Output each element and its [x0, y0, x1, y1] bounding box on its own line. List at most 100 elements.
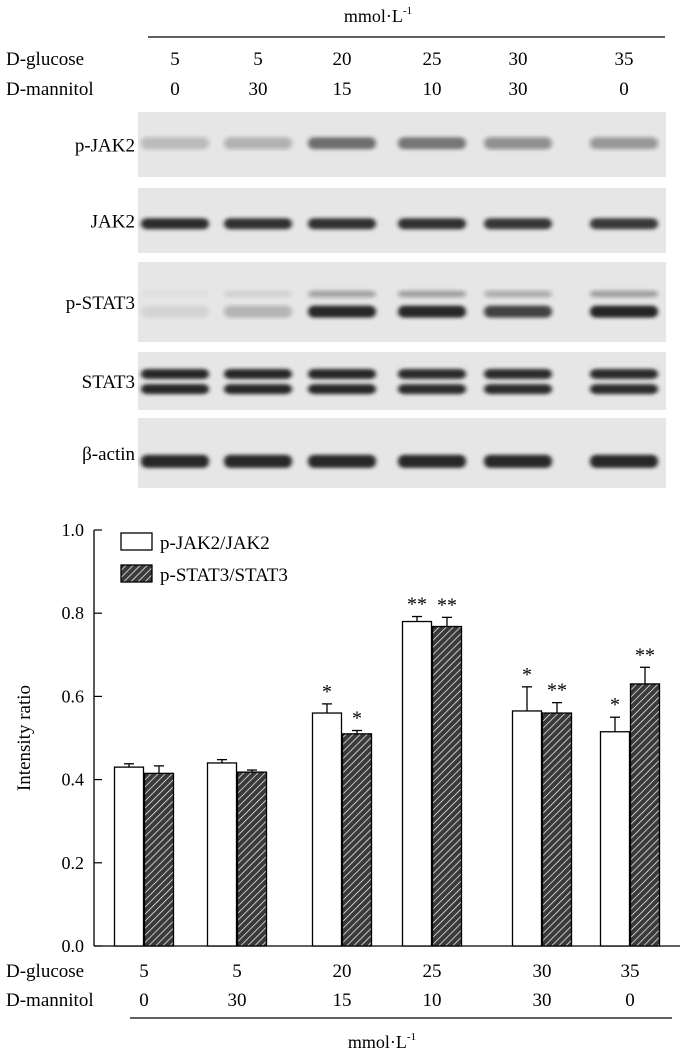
blot-band	[141, 369, 209, 380]
y-tick-label: 0.8	[62, 603, 85, 623]
blot-band	[484, 137, 552, 150]
blot-band	[398, 218, 466, 230]
blot-band	[224, 369, 292, 380]
bar	[599, 731, 631, 947]
category-mannitol-label: 0	[625, 990, 635, 1011]
blot-band	[590, 454, 658, 468]
blot-band	[484, 218, 552, 230]
significance-marker: *	[352, 708, 362, 730]
blot-band	[484, 384, 552, 395]
unit-superscript: -1	[407, 1031, 416, 1043]
bar	[311, 712, 343, 947]
significance-marker: **	[407, 594, 427, 616]
blot-band	[224, 384, 292, 395]
y-tick-label: 0.6	[62, 686, 85, 706]
lane-glucose-value: 5	[170, 49, 180, 70]
significance-marker: **	[547, 680, 567, 702]
category-glucose-label: 25	[423, 961, 442, 982]
category-mannitol-label: 30	[533, 990, 552, 1011]
blot-band	[398, 305, 466, 318]
legend-label: p-STAT3/STAT3	[160, 565, 288, 586]
unit-main: mmol·L	[344, 6, 403, 26]
blot-membrane	[138, 262, 666, 342]
blot-band	[141, 218, 209, 230]
blot-band	[590, 218, 658, 230]
category-mannitol-label: 15	[333, 990, 352, 1011]
blot-band	[141, 137, 209, 150]
blot-band	[484, 290, 552, 298]
blot-band	[308, 384, 376, 395]
bar	[629, 683, 661, 947]
lane-glucose-value: 35	[615, 49, 634, 70]
significance-marker: **	[437, 594, 457, 616]
bar	[511, 710, 543, 947]
blot-band	[224, 454, 292, 468]
category-mannitol-label: 30	[228, 990, 247, 1011]
blot-band	[398, 384, 466, 395]
y-tick-label: 0.2	[62, 853, 85, 873]
category-glucose-label: 35	[621, 961, 640, 982]
western-blot: mmol·L-1 D-glucose D-mannitol 5 0 5 30 20 15 25 10…	[6, 5, 666, 488]
row-label-mannitol: D-mannitol	[6, 990, 94, 1011]
lane-mannitol-value: 30	[509, 79, 528, 100]
blot-band	[224, 305, 292, 318]
blot-band	[484, 454, 552, 468]
legend-swatch	[120, 564, 153, 583]
category-mannitol-label: 0	[139, 990, 149, 1011]
blot-band	[308, 454, 376, 468]
blot-band	[590, 290, 658, 298]
legend-label: p-JAK2/JAK2	[160, 533, 270, 554]
legend-swatch	[120, 532, 153, 551]
lane-glucose-value: 25	[423, 49, 442, 70]
bar	[341, 733, 373, 947]
blot-band	[308, 137, 376, 150]
row-label-mannitol: D-mannitol	[6, 79, 94, 100]
category-mannitol-label: 10	[423, 990, 442, 1011]
bar	[143, 772, 175, 947]
category-glucose-label: 30	[533, 961, 552, 982]
blot-band	[484, 369, 552, 380]
blot-panel-label: p-STAT3	[66, 293, 135, 314]
row-label-glucose: D-glucose	[6, 49, 84, 70]
blot-panel-label: STAT3	[82, 372, 135, 393]
y-tick-label: 0.0	[62, 936, 85, 956]
significance-marker: *	[322, 681, 332, 703]
blot-band	[590, 137, 658, 150]
row-label-glucose: D-glucose	[6, 961, 84, 982]
bar	[431, 625, 463, 947]
blot-band	[398, 369, 466, 380]
unit-main: mmol·L	[348, 1032, 407, 1052]
bar	[401, 620, 433, 947]
blot-membrane	[138, 352, 666, 410]
significance-marker: *	[610, 694, 620, 716]
lane-mannitol-value: 30	[249, 79, 268, 100]
lane-glucose-value: 5	[253, 49, 263, 70]
lane-mannitol-value: 0	[170, 79, 180, 100]
blot-band	[398, 137, 466, 150]
unit-label-bottom: mmol·L-1	[348, 1031, 416, 1052]
blot-band	[590, 369, 658, 380]
blot-band	[308, 305, 376, 318]
unit-label-top: mmol·L-1	[344, 5, 412, 26]
blot-band	[224, 137, 292, 150]
blot-band	[590, 384, 658, 395]
significance-marker: *	[522, 664, 532, 686]
blot-panel-label: p-JAK2	[75, 136, 135, 157]
lane-glucose-value: 30	[509, 49, 528, 70]
y-axis-label: Intensity ratio	[14, 685, 35, 791]
blot-band	[398, 454, 466, 468]
blot-band	[308, 290, 376, 298]
category-glucose-label: 20	[333, 961, 352, 982]
lane-mannitol-value: 0	[619, 79, 629, 100]
bar	[236, 771, 268, 947]
lane-mannitol-value: 10	[423, 79, 442, 100]
blot-band	[224, 290, 292, 298]
category-glucose-label: 5	[232, 961, 242, 982]
blot-band	[484, 305, 552, 318]
category-glucose-label: 5	[139, 961, 149, 982]
lane-mannitol-value: 15	[333, 79, 352, 100]
blot-band	[308, 369, 376, 380]
blot-band	[141, 305, 209, 318]
